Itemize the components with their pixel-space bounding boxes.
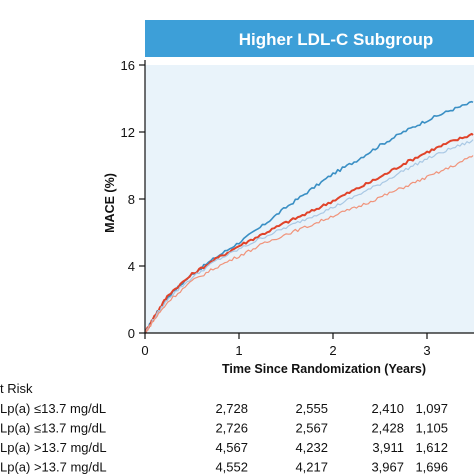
x-tick-label: 0 [141, 343, 148, 358]
subgroup-title: Higher LDL-C Subgroup [239, 30, 434, 49]
curve-line-3 [144, 139, 474, 334]
at-risk-row-label: Lp(a) >13.7 mg/dL [0, 440, 107, 455]
at-risk-row-label: Lp(a) ≤13.7 mg/dL [0, 401, 106, 416]
plot-area [145, 65, 474, 333]
at-risk-title: t Risk [0, 381, 33, 396]
y-tick-label: 4 [128, 259, 135, 274]
at-risk-value: 1,097 [415, 401, 448, 416]
x-axis-title: Time Since Randomization (Years) [222, 362, 426, 376]
at-risk-value: 1,105 [415, 421, 448, 436]
at-risk-value: 2,567 [295, 421, 328, 436]
at-risk-value: 1,612 [415, 440, 448, 455]
at-risk-value: 2,726 [215, 421, 248, 436]
subgroup-banner [145, 20, 474, 57]
curve-line-4 [144, 155, 474, 334]
y-axis-title: MACE (%) [103, 173, 117, 233]
at-risk-value: 4,232 [295, 440, 328, 455]
at-risk-value: 2,555 [295, 401, 328, 416]
curves-layer [144, 100, 474, 334]
at-risk-value: 1,696 [415, 460, 448, 474]
x-tick-label: 3 [423, 343, 430, 358]
at-risk-table: Lp(a) ≤13.7 mg/dL 2,728 2,555 2,410 1,097 Lp(… [0, 401, 448, 474]
at-risk-value: 4,567 [215, 440, 248, 455]
y-tick-label: 16 [121, 58, 135, 73]
curve-line-2 [144, 132, 474, 334]
y-tick-label: 8 [128, 192, 135, 207]
at-risk-value: 4,217 [295, 460, 328, 474]
x-tick-label: 1 [235, 343, 242, 358]
at-risk-row-label: Lp(a) ≤13.7 mg/dL [0, 421, 106, 436]
y-tick-label: 12 [121, 125, 135, 140]
at-risk-row-label: Lp(a) >13.7 mg/dL [0, 460, 107, 474]
at-risk-value: 4,552 [215, 460, 248, 474]
at-risk-value: 2,410 [371, 401, 404, 416]
x-tick-label: 2 [329, 343, 336, 358]
at-risk-value: 2,728 [215, 401, 248, 416]
y-tick-label: 0 [128, 326, 135, 341]
at-risk-value: 3,911 [372, 440, 404, 455]
at-risk-value: 3,967 [371, 460, 404, 474]
at-risk-value: 2,428 [371, 421, 404, 436]
